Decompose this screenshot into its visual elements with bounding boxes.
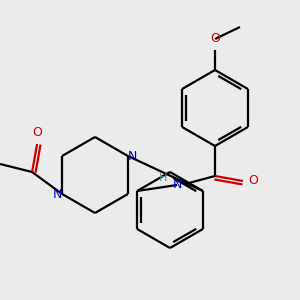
Text: N: N [172,178,182,191]
Text: N: N [52,188,62,200]
Text: H: H [159,173,167,183]
Text: N: N [128,149,138,163]
Text: O: O [248,175,258,188]
Text: O: O [32,125,42,139]
Text: O: O [210,32,220,46]
